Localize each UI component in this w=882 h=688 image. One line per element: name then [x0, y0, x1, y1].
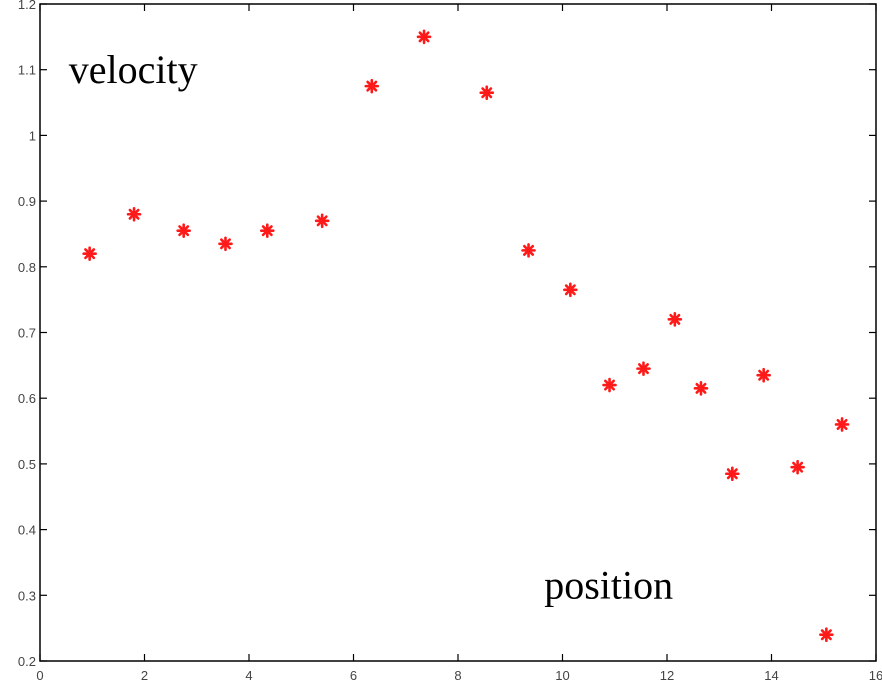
- axis-ticks: [39, 3, 877, 662]
- data-point: [126, 206, 142, 222]
- data-point: [602, 377, 617, 393]
- y-tick-label: 1: [29, 128, 36, 143]
- x-tick-label: 14: [764, 668, 778, 683]
- data-point: [416, 29, 432, 45]
- y-tick-label: 0.4: [18, 523, 36, 538]
- x-tick-label: 16: [869, 668, 882, 683]
- x-tick-label: 12: [660, 668, 674, 683]
- y-tick-label: 0.2: [18, 654, 36, 669]
- annotation-label: velocity: [69, 47, 198, 92]
- data-point: [314, 213, 330, 229]
- data-point: [756, 367, 771, 383]
- data-point: [259, 223, 275, 238]
- y-tick-label: 1.1: [18, 63, 36, 78]
- x-tick-label: 6: [350, 668, 357, 683]
- x-tick-label: 0: [36, 668, 43, 683]
- y-tick-label: 0.9: [18, 194, 36, 209]
- data-point: [82, 246, 97, 261]
- data-point: [176, 223, 191, 238]
- data-point: [834, 417, 850, 432]
- axis-tick-labels: 0 2 4 6 8 10 12 14 16 0.2 0.3 0.4 0.5 0.6 0.7 0.8 0.9 1 1.…: [18, 0, 882, 683]
- data-point: [479, 85, 495, 100]
- data-point: [563, 282, 578, 298]
- data-point: [364, 78, 380, 94]
- y-tick-label: 0.7: [18, 326, 36, 341]
- y-tick-label: 0.5: [18, 457, 36, 472]
- x-tick-label: 4: [245, 668, 252, 683]
- y-tick-label: 0.6: [18, 391, 36, 406]
- data-points: [82, 29, 850, 643]
- data-point: [693, 381, 709, 396]
- data-point: [521, 243, 536, 258]
- y-tick-label: 0.3: [18, 588, 36, 603]
- annotations: velocity position: [69, 47, 673, 608]
- plot-area: [39, 3, 877, 662]
- x-tick-label: 2: [141, 668, 148, 683]
- annotation-label: position: [544, 563, 673, 608]
- x-tick-label: 10: [555, 668, 569, 683]
- data-point: [218, 236, 233, 252]
- data-point: [790, 459, 805, 475]
- x-tick-label: 8: [454, 668, 461, 683]
- y-tick-label: 0.8: [18, 260, 36, 275]
- data-point: [667, 312, 683, 327]
- data-point: [725, 466, 740, 482]
- data-point: [819, 627, 834, 643]
- y-tick-label: 1.2: [18, 0, 36, 12]
- data-point: [636, 361, 651, 376]
